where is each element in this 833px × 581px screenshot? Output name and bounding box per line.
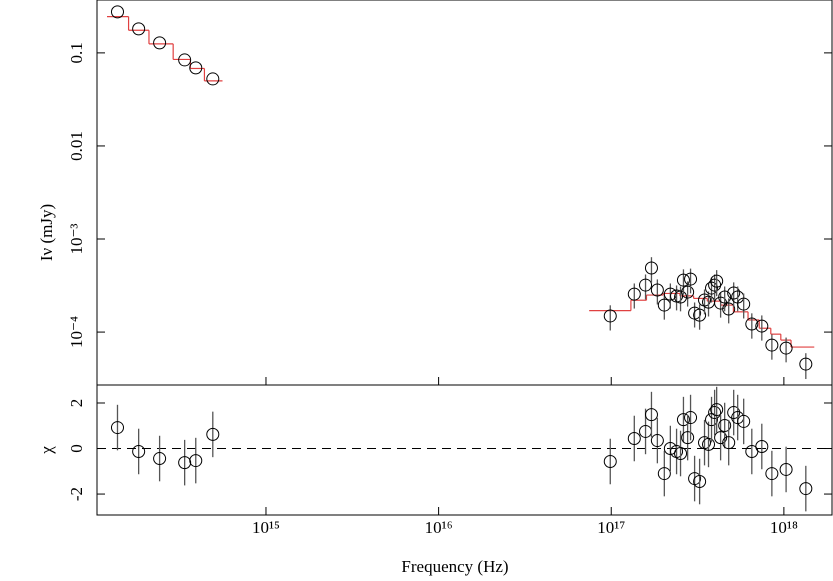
data-point [705, 413, 719, 427]
data-point [676, 413, 690, 427]
data-point [674, 290, 688, 304]
data-point [779, 462, 793, 476]
y-axis-label: χ [37, 446, 56, 455]
data-point [718, 419, 732, 433]
x-axis-label: Frequency (Hz) [401, 557, 508, 576]
data-point [765, 467, 779, 481]
data-point [684, 272, 698, 286]
data-point [178, 53, 192, 67]
data-point [627, 432, 641, 446]
data-point [722, 302, 736, 316]
data-point [722, 436, 736, 450]
data-point [681, 285, 695, 299]
data-point [765, 338, 779, 352]
data-point [639, 278, 653, 292]
data-point [718, 290, 732, 304]
y-tick-label: -2 [67, 487, 86, 501]
data-point [737, 414, 751, 428]
data-point [779, 341, 793, 355]
y-tick-label: 0 [67, 444, 86, 453]
data-point [206, 72, 220, 86]
data-point [153, 36, 167, 50]
data-point [714, 431, 728, 445]
x-tick-label: 10¹⁸ [770, 518, 798, 537]
data-point [710, 403, 724, 417]
plot-frame [96, 384, 833, 516]
data-point [708, 406, 722, 420]
data-point [799, 482, 813, 496]
data-point [189, 454, 203, 468]
data-point [110, 421, 124, 435]
data-point [710, 274, 724, 288]
data-point [727, 286, 741, 300]
data-point [206, 427, 220, 441]
data-point [755, 439, 769, 453]
data-point [132, 22, 146, 36]
data-point [702, 437, 716, 451]
x-tick-label: 10¹⁵ [252, 518, 280, 537]
data-point [644, 408, 658, 422]
y-tick-label: 0.1 [67, 42, 86, 63]
data-point [674, 447, 688, 461]
data-point [132, 444, 146, 458]
data-point [657, 467, 671, 481]
x-tick-label: 10¹⁶ [425, 518, 453, 537]
data-point [110, 5, 124, 19]
data-point [693, 308, 707, 322]
y-axis-label: Iν (mJy) [37, 204, 56, 261]
data-point [737, 297, 751, 311]
data-point [603, 454, 617, 468]
data-point [684, 411, 698, 425]
data-point [189, 61, 203, 75]
data-point [755, 319, 769, 333]
data-point [745, 317, 759, 331]
y-tick-label: 10⁻³ [67, 223, 86, 254]
data-point [153, 452, 167, 466]
data-point [705, 281, 719, 295]
data-point [799, 357, 813, 371]
y-tick-label: 2 [67, 399, 86, 408]
x-tick-label: 10¹⁷ [597, 518, 625, 537]
data-point [681, 431, 695, 445]
data-point [676, 273, 690, 287]
data-point [603, 309, 617, 323]
data-point [644, 261, 658, 275]
data-point [650, 283, 664, 297]
data-point [627, 287, 641, 301]
data-point [727, 406, 741, 420]
plot-frame [96, 0, 833, 386]
data-point [178, 456, 192, 470]
y-tick-label: 0.01 [67, 131, 86, 161]
data-point [693, 475, 707, 489]
data-point [650, 434, 664, 448]
y-tick-label: 10⁻⁴ [67, 316, 86, 348]
